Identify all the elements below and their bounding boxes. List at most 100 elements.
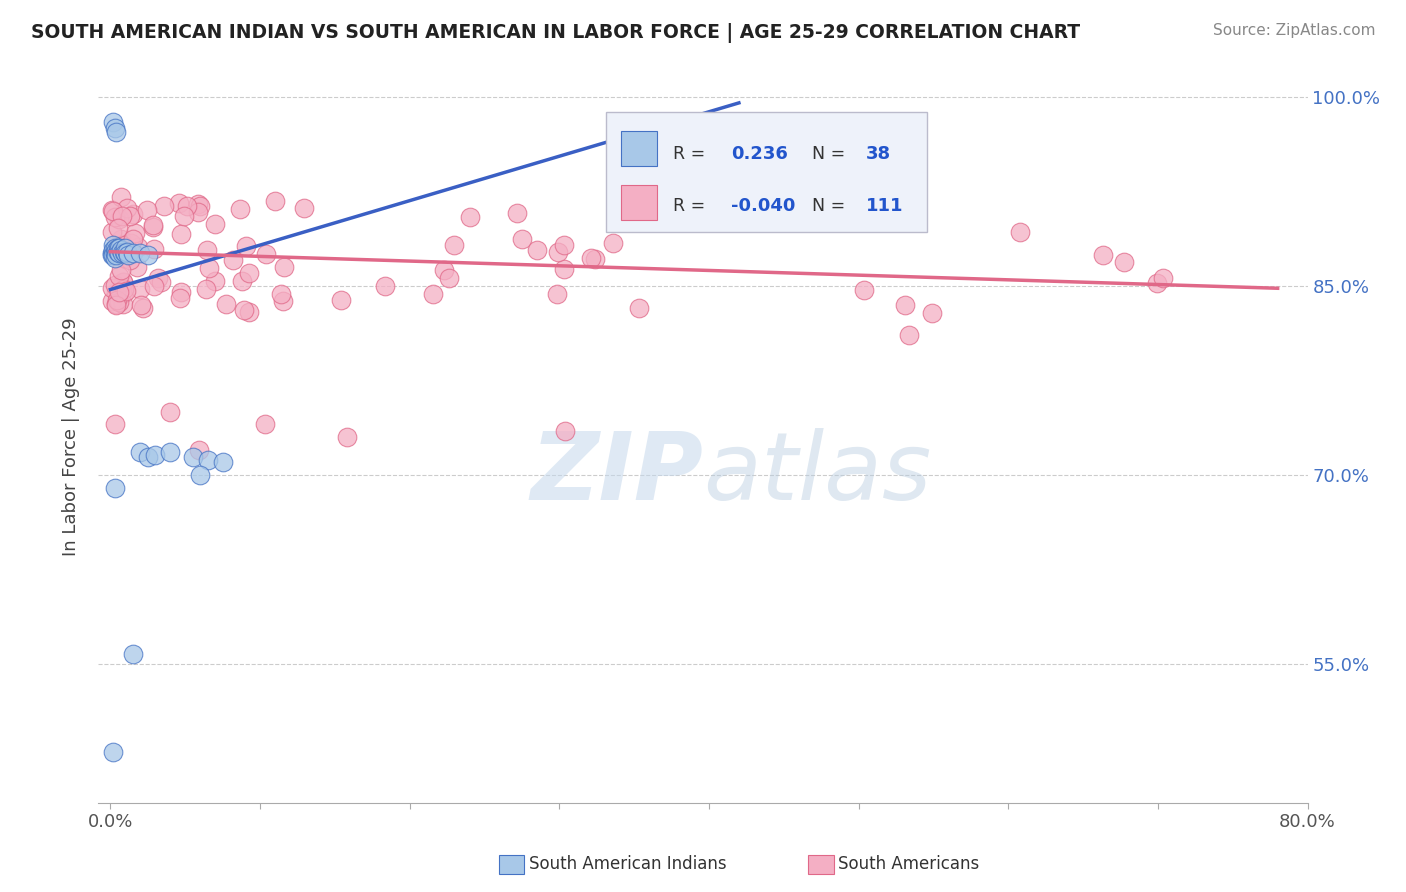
Text: -0.040: -0.040 <box>731 197 796 215</box>
Point <box>115 244 138 259</box>
Point <box>101 246 124 260</box>
Point <box>107 241 129 255</box>
Point <box>150 275 173 289</box>
Point <box>1010 225 1032 239</box>
Point <box>117 248 139 262</box>
Point <box>506 206 529 220</box>
Point <box>893 298 915 312</box>
Point <box>229 202 252 216</box>
Point <box>105 244 128 258</box>
Point <box>136 450 159 465</box>
Text: 0.236: 0.236 <box>731 145 787 163</box>
Point <box>101 293 124 308</box>
Point <box>526 243 548 257</box>
Point <box>104 210 127 224</box>
Point <box>107 295 129 310</box>
Point <box>169 291 191 305</box>
Point <box>101 226 124 240</box>
Point <box>215 297 238 311</box>
Text: 38: 38 <box>866 145 891 163</box>
Point <box>188 442 211 457</box>
Point <box>101 281 124 295</box>
Text: atlas: atlas <box>703 428 931 519</box>
Point <box>170 227 193 241</box>
Point <box>204 217 226 231</box>
Point <box>143 448 166 462</box>
Point <box>148 271 170 285</box>
Point <box>668 215 690 229</box>
Point <box>101 248 124 262</box>
Point <box>271 293 294 308</box>
Point <box>898 328 921 343</box>
Text: SOUTH AMERICAN INDIAN VS SOUTH AMERICAN IN LABOR FORCE | AGE 25-29 CORRELATION C: SOUTH AMERICAN INDIAN VS SOUTH AMERICAN … <box>31 23 1080 43</box>
Y-axis label: In Labor Force | Age 25-29: In Labor Force | Age 25-29 <box>62 318 80 557</box>
Text: R =: R = <box>672 145 704 163</box>
Point <box>108 246 131 260</box>
Point <box>159 405 181 419</box>
Point <box>254 417 277 432</box>
Point <box>103 745 125 759</box>
Point <box>433 262 456 277</box>
Text: South Americans: South Americans <box>838 855 979 873</box>
Point <box>107 268 129 283</box>
Point <box>121 647 143 661</box>
Point <box>329 293 352 307</box>
Point <box>159 445 181 459</box>
Point <box>195 244 218 258</box>
Point <box>173 209 195 223</box>
Point <box>103 238 125 252</box>
Point <box>103 115 125 129</box>
Point <box>547 244 569 259</box>
Text: Source: ZipAtlas.com: Source: ZipAtlas.com <box>1212 23 1375 38</box>
Point <box>273 260 295 274</box>
Point <box>458 211 481 225</box>
Point <box>101 204 124 219</box>
Point <box>118 252 141 267</box>
Point <box>238 304 260 318</box>
Point <box>136 202 159 217</box>
Point <box>107 221 129 235</box>
Point <box>270 286 292 301</box>
Point <box>127 240 149 254</box>
Point <box>204 274 226 288</box>
Point <box>1112 255 1135 269</box>
Point <box>188 467 211 482</box>
Point <box>921 306 943 320</box>
Text: N =: N = <box>811 145 845 163</box>
Point <box>105 248 128 262</box>
Point <box>103 244 125 258</box>
FancyBboxPatch shape <box>606 112 927 232</box>
Point <box>1091 248 1114 262</box>
Bar <box>621 131 657 166</box>
Point <box>105 296 128 310</box>
Point <box>437 270 460 285</box>
Point <box>115 202 138 216</box>
Point <box>231 274 253 288</box>
Point <box>264 194 287 209</box>
Point <box>129 445 152 459</box>
Point <box>105 125 128 139</box>
Point <box>553 261 575 276</box>
Point <box>581 252 603 266</box>
Point <box>292 201 315 215</box>
Point <box>583 252 606 267</box>
Point <box>104 277 127 292</box>
Point <box>254 247 277 261</box>
Point <box>110 263 132 277</box>
Point <box>198 261 221 276</box>
Point <box>374 278 396 293</box>
Text: ZIP: ZIP <box>530 427 703 520</box>
Point <box>187 197 209 211</box>
Point <box>112 244 135 259</box>
Point <box>110 232 132 246</box>
Point <box>170 285 193 299</box>
Point <box>112 282 135 296</box>
Point <box>108 241 131 255</box>
Point <box>111 275 134 289</box>
Point <box>111 275 134 289</box>
Point <box>211 455 233 469</box>
Point <box>110 241 132 255</box>
Point <box>153 199 176 213</box>
Point <box>167 196 190 211</box>
Point <box>122 232 145 246</box>
